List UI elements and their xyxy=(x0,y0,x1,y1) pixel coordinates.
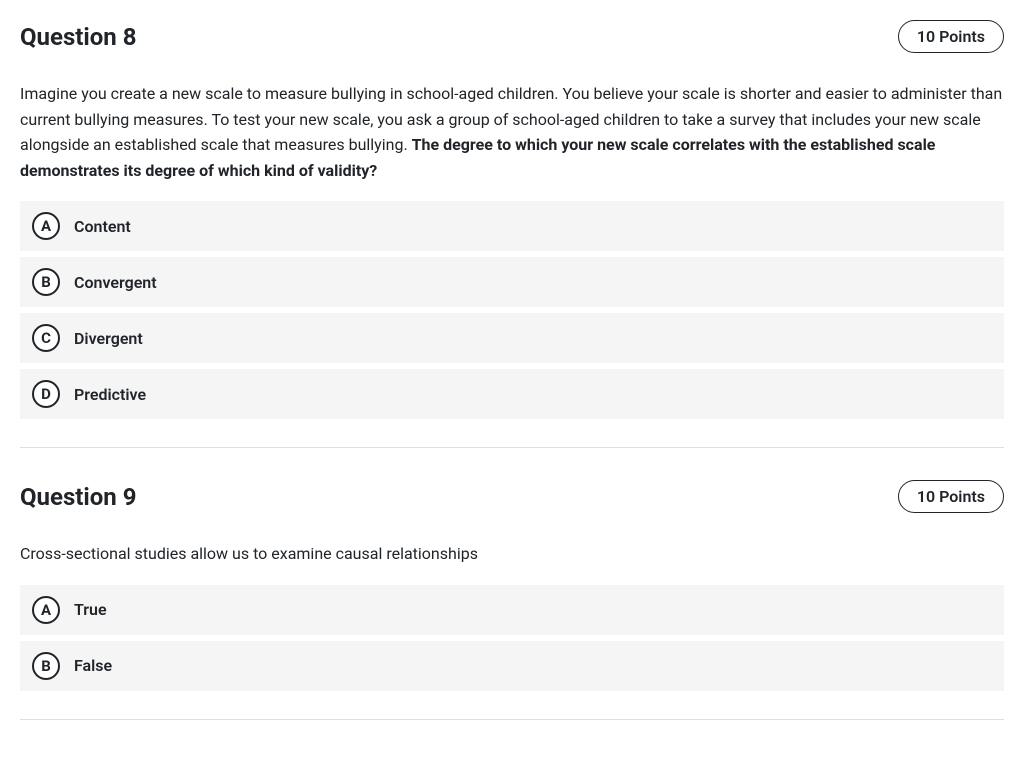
question-title: Question 8 xyxy=(20,23,136,51)
question-prompt: Imagine you create a new scale to measur… xyxy=(20,81,1004,183)
options-list: A Content B Convergent C Divergent D Pre… xyxy=(20,201,1004,419)
option-letter: B xyxy=(32,268,60,296)
question-block: Question 9 10 Points Cross-sectional stu… xyxy=(20,480,1004,720)
question-header: Question 9 10 Points xyxy=(20,480,1004,513)
option-row[interactable]: C Divergent xyxy=(20,313,1004,363)
option-text: True xyxy=(74,600,107,619)
question-divider xyxy=(20,447,1004,448)
question-prompt: Cross-sectional studies allow us to exam… xyxy=(20,541,1004,567)
option-text: Divergent xyxy=(74,329,143,348)
option-text: Content xyxy=(74,217,131,236)
option-letter: A xyxy=(32,212,60,240)
options-list: A True B False xyxy=(20,585,1004,691)
question-block: Question 8 10 Points Imagine you create … xyxy=(20,20,1004,448)
option-letter: A xyxy=(32,596,60,624)
question-divider xyxy=(20,719,1004,720)
option-letter: D xyxy=(32,380,60,408)
option-row[interactable]: A True xyxy=(20,585,1004,635)
option-letter: C xyxy=(32,324,60,352)
option-row[interactable]: A Content xyxy=(20,201,1004,251)
points-badge: 10 Points xyxy=(898,480,1004,513)
question-header: Question 8 10 Points xyxy=(20,20,1004,53)
option-row[interactable]: B Convergent xyxy=(20,257,1004,307)
points-badge: 10 Points xyxy=(898,20,1004,53)
question-prompt-plain: Cross-sectional studies allow us to exam… xyxy=(20,544,478,563)
option-text: False xyxy=(74,656,112,675)
option-row[interactable]: B False xyxy=(20,641,1004,691)
option-text: Convergent xyxy=(74,273,157,292)
question-title: Question 9 xyxy=(20,483,136,511)
option-letter: B xyxy=(32,652,60,680)
option-text: Predictive xyxy=(74,385,146,404)
option-row[interactable]: D Predictive xyxy=(20,369,1004,419)
